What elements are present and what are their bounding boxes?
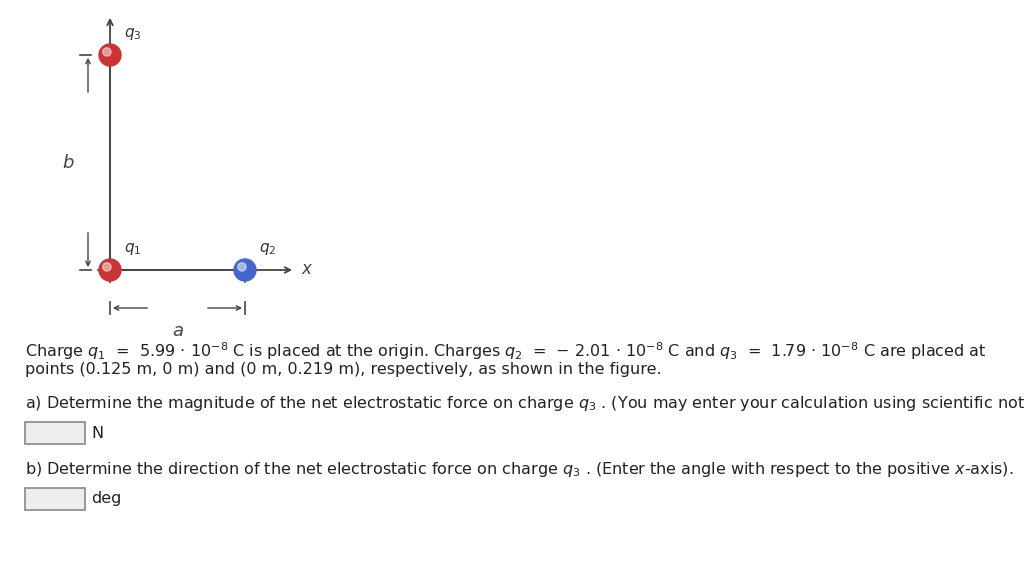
Text: a) Determine the magnitude of the net electrostatic force on charge $q_3$ . (You: a) Determine the magnitude of the net el…: [25, 394, 1024, 413]
Text: deg: deg: [91, 491, 122, 507]
Text: Charge $q_1$  =  5.99 · 10$^{-8}$ C is placed at the origin. Charges $q_2$  =  −: Charge $q_1$ = 5.99 · 10$^{-8}$ C is pla…: [25, 340, 986, 361]
Bar: [25, 422, 85, 444]
Text: N: N: [91, 426, 103, 441]
Text: $a$: $a$: [172, 322, 183, 340]
Text: b) Determine the direction of the net electrostatic force on charge $q_3$ . (Ent: b) Determine the direction of the net el…: [25, 460, 1014, 479]
Text: $b$: $b$: [61, 153, 75, 171]
Text: $x$: $x$: [301, 262, 313, 279]
Circle shape: [99, 44, 121, 66]
Circle shape: [234, 259, 256, 281]
Text: points (0.125 m, 0 m) and (0 m, 0.219 m), respectively, as shown in the figure.: points (0.125 m, 0 m) and (0 m, 0.219 m)…: [25, 362, 662, 377]
Circle shape: [99, 259, 121, 281]
Circle shape: [238, 263, 246, 271]
Circle shape: [102, 48, 111, 56]
Bar: [25, 488, 85, 510]
Text: $q_2$: $q_2$: [259, 241, 276, 257]
Text: $q_3$: $q_3$: [124, 26, 141, 42]
Circle shape: [102, 263, 111, 271]
Text: $q_1$: $q_1$: [124, 241, 141, 257]
